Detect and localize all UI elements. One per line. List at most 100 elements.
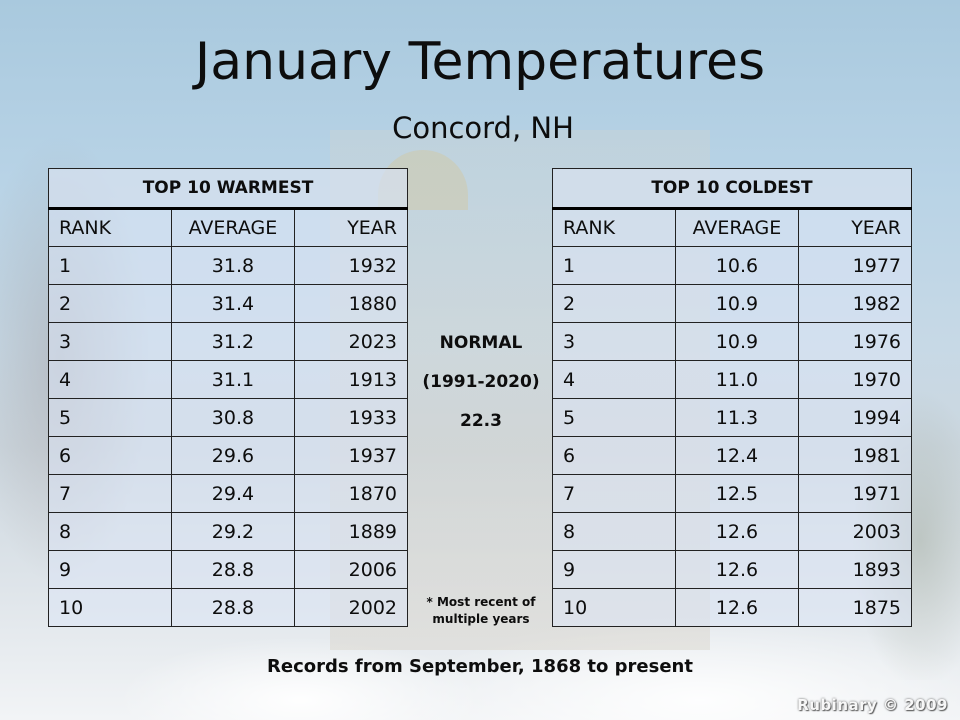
- year-cell: 1994: [798, 398, 912, 437]
- year-cell: 2023: [294, 322, 408, 361]
- rank-cell: 10: [552, 588, 676, 627]
- year-cell: 2003: [798, 512, 912, 551]
- rank-cell: 7: [552, 474, 676, 513]
- table-row: 3 31.2 2023: [48, 322, 408, 361]
- average-cell: 31.2: [170, 322, 296, 361]
- footnote-line-2: multiple years: [432, 612, 530, 626]
- table-row: 2 10.9 1982: [552, 284, 912, 323]
- table-row: 5 11.3 1994: [552, 398, 912, 437]
- year-cell: 1880: [294, 284, 408, 323]
- year-cell: 1870: [294, 474, 408, 513]
- watermark: Rubinary © 2009: [797, 696, 948, 714]
- year-cell: 1889: [294, 512, 408, 551]
- year-cell: 1893: [798, 550, 912, 589]
- year-cell: 2006: [294, 550, 408, 589]
- rank-cell: 7: [48, 474, 172, 513]
- average-cell: 11.3: [674, 398, 800, 437]
- average-cell: 12.4: [674, 436, 800, 475]
- footnote: * Most recent of multiple years: [410, 594, 552, 628]
- records-note: Records from September, 1868 to present: [267, 656, 693, 677]
- warmest-column-header-row: RANK AVERAGE YEAR: [48, 208, 408, 247]
- average-cell: 29.2: [170, 512, 296, 551]
- year-cell: 1875: [798, 588, 912, 627]
- table-row: 6 29.6 1937: [48, 436, 408, 475]
- year-cell: 1913: [294, 360, 408, 399]
- rank-cell: 5: [552, 398, 676, 437]
- rank-cell: 10: [48, 588, 172, 627]
- year-cell: 1932: [294, 246, 408, 285]
- rank-cell: 1: [48, 246, 172, 285]
- rank-cell: 9: [48, 550, 172, 589]
- page-subtitle: Concord, NH: [392, 111, 574, 145]
- table-row: 2 31.4 1880: [48, 284, 408, 323]
- column-header-average: AVERAGE: [170, 208, 296, 247]
- year-cell: 1970: [798, 360, 912, 399]
- average-cell: 28.8: [170, 588, 296, 627]
- column-header-year: YEAR: [294, 208, 408, 247]
- average-cell: 10.6: [674, 246, 800, 285]
- rank-cell: 2: [552, 284, 676, 323]
- column-header-rank: RANK: [48, 208, 172, 247]
- average-cell: 31.4: [170, 284, 296, 323]
- average-cell: 12.6: [674, 550, 800, 589]
- table-row: 6 12.4 1981: [552, 436, 912, 475]
- year-cell: 1976: [798, 322, 912, 361]
- rank-cell: 5: [48, 398, 172, 437]
- rank-cell: 4: [48, 360, 172, 399]
- column-header-average: AVERAGE: [674, 208, 800, 247]
- column-header-rank: RANK: [552, 208, 676, 247]
- coldest-column-header-row: RANK AVERAGE YEAR: [552, 208, 912, 247]
- warmest-table-header: TOP 10 WARMEST: [48, 168, 408, 210]
- year-cell: 1933: [294, 398, 408, 437]
- coldest-table-header: TOP 10 COLDEST: [552, 168, 912, 210]
- average-cell: 10.9: [674, 284, 800, 323]
- table-row: 4 11.0 1970: [552, 360, 912, 399]
- table-row: 9 12.6 1893: [552, 550, 912, 589]
- average-cell: 10.9: [674, 322, 800, 361]
- rank-cell: 3: [48, 322, 172, 361]
- page-title: January Temperatures: [194, 32, 766, 92]
- year-cell: 2002: [294, 588, 408, 627]
- table-row: 5 30.8 1933: [48, 398, 408, 437]
- year-cell: 1977: [798, 246, 912, 285]
- table-row: 8 29.2 1889: [48, 512, 408, 551]
- table-row: 1 10.6 1977: [552, 246, 912, 285]
- rank-cell: 8: [48, 512, 172, 551]
- average-cell: 12.6: [674, 512, 800, 551]
- table-row: 9 28.8 2006: [48, 550, 408, 589]
- year-cell: 1971: [798, 474, 912, 513]
- normal-value: 22.3: [460, 411, 502, 431]
- footnote-line-1: * Most recent of: [426, 595, 536, 609]
- normal-label: NORMAL: [439, 333, 523, 353]
- rank-cell: 1: [552, 246, 676, 285]
- year-cell: 1981: [798, 436, 912, 475]
- average-cell: 12.6: [674, 588, 800, 627]
- rank-cell: 4: [552, 360, 676, 399]
- average-cell: 31.1: [170, 360, 296, 399]
- rank-cell: 2: [48, 284, 172, 323]
- warmest-table: TOP 10 WARMEST RANK AVERAGE YEAR 1 31.8 19…: [48, 168, 408, 627]
- average-cell: 31.8: [170, 246, 296, 285]
- table-row: 10 12.6 1875: [552, 588, 912, 627]
- year-cell: 1982: [798, 284, 912, 323]
- rank-cell: 8: [552, 512, 676, 551]
- rank-cell: 6: [48, 436, 172, 475]
- table-row: 4 31.1 1913: [48, 360, 408, 399]
- table-row: 8 12.6 2003: [552, 512, 912, 551]
- table-row: 1 31.8 1932: [48, 246, 408, 285]
- rank-cell: 9: [552, 550, 676, 589]
- average-cell: 11.0: [674, 360, 800, 399]
- table-row: 7 12.5 1971: [552, 474, 912, 513]
- average-cell: 29.6: [170, 436, 296, 475]
- year-cell: 1937: [294, 436, 408, 475]
- rank-cell: 6: [552, 436, 676, 475]
- rank-cell: 3: [552, 322, 676, 361]
- average-cell: 28.8: [170, 550, 296, 589]
- average-cell: 12.5: [674, 474, 800, 513]
- average-cell: 30.8: [170, 398, 296, 437]
- column-header-year: YEAR: [798, 208, 912, 247]
- table-row: 7 29.4 1870: [48, 474, 408, 513]
- average-cell: 29.4: [170, 474, 296, 513]
- coldest-table: TOP 10 COLDEST RANK AVERAGE YEAR 1 10.6 19…: [552, 168, 912, 627]
- table-row: 3 10.9 1976: [552, 322, 912, 361]
